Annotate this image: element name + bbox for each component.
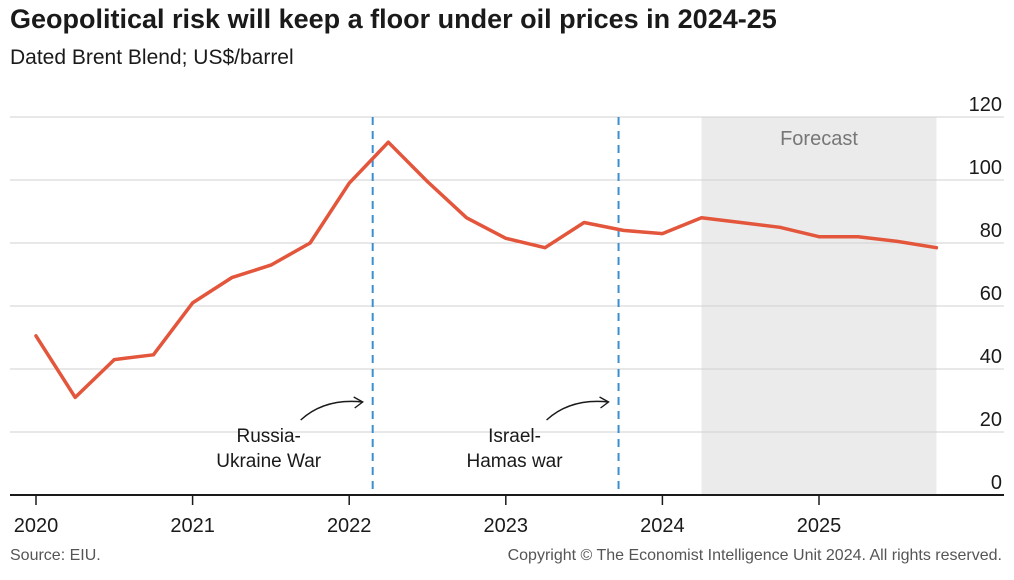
data-point-5 (230, 276, 234, 280)
data-point-3 (151, 353, 155, 357)
chart-title: Geopolitical risk will keep a floor unde… (10, 4, 777, 34)
x-tick-label-2021: 2021 (170, 515, 215, 537)
data-point-21 (856, 235, 860, 239)
event-label-0-line1: Russia- (236, 426, 300, 447)
data-point-22 (895, 239, 899, 243)
data-point-7 (308, 241, 312, 245)
data-point-23 (934, 246, 938, 250)
event-markers: Russia- Ukraine War Israel- Hamas war (216, 117, 620, 495)
y-tick-label-80: 80 (980, 220, 1002, 242)
x-tick-label-2020: 2020 (14, 515, 59, 537)
x-tick-label-2023: 2023 (484, 515, 529, 537)
data-points (34, 140, 938, 399)
data-point-15 (621, 228, 625, 232)
y-tick-label-120: 120 (969, 94, 1002, 116)
data-point-20 (817, 235, 821, 239)
event-arrow-1 (546, 400, 609, 421)
event-label-1-line1: Israel- (488, 426, 541, 447)
data-point-4 (191, 301, 195, 305)
y-tick-label-40: 40 (980, 346, 1002, 368)
data-point-6 (269, 263, 273, 267)
y-tick-label-0: 0 (991, 472, 1002, 494)
event-arrowhead-0 (353, 396, 364, 409)
data-point-12 (504, 236, 508, 240)
data-point-16 (660, 232, 664, 236)
x-axis-ticks: 2020 2021 2022 2023 2024 2025 (14, 495, 842, 537)
x-tick-label-2022: 2022 (327, 515, 372, 537)
copyright-note: Copyright © The Economist Intelligence U… (507, 547, 1002, 564)
data-point-17 (700, 216, 704, 220)
data-point-14 (582, 221, 586, 225)
y-tick-label-100: 100 (969, 157, 1002, 179)
source-note: Source: EIU. (10, 547, 101, 564)
data-point-2 (112, 358, 116, 362)
data-point-0 (34, 334, 38, 338)
chart-subtitle: Dated Brent Blend; US$/barrel (10, 46, 294, 69)
y-tick-label-60: 60 (980, 283, 1002, 305)
event-label-1-line2: Hamas war (467, 451, 564, 472)
event-label-0-line2: Ukraine War (216, 451, 322, 472)
gridlines (10, 116, 1004, 433)
data-point-13 (543, 246, 547, 250)
data-point-9 (386, 140, 390, 144)
y-tick-label-20: 20 (980, 409, 1002, 431)
data-point-1 (73, 395, 77, 399)
forecast-label: Forecast (780, 128, 858, 150)
data-point-8 (347, 181, 351, 185)
x-tick-label-2025: 2025 (797, 515, 842, 537)
data-point-10 (426, 180, 429, 184)
y-axis-tick-labels: 0 20 40 60 80 100 120 (969, 94, 1002, 494)
data-point-11 (465, 216, 469, 220)
data-point-18 (739, 221, 743, 225)
event-arrow-0 (300, 400, 363, 421)
brent-price-line (34, 140, 939, 400)
event-arrowhead-1 (599, 396, 610, 409)
x-tick-label-2024: 2024 (640, 515, 685, 537)
data-point-19 (778, 225, 782, 229)
